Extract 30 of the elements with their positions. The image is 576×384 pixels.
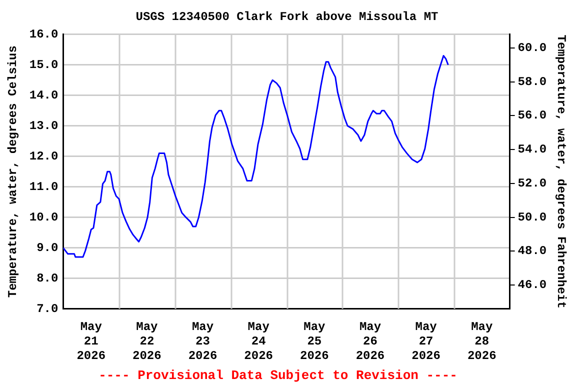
- y-tick-label: 15.0: [29, 58, 58, 72]
- y2-tick-label: 46.0: [518, 278, 547, 292]
- y-axis-title: Temperature, water, degrees Celsius: [6, 46, 20, 298]
- y2-tick-label: 54.0: [518, 142, 547, 157]
- y-tick-label: 12.0: [29, 149, 58, 164]
- x-tick-label: May 28 2026: [467, 320, 496, 363]
- y-tick-label: 10.0: [29, 210, 58, 224]
- y-tick-label: 8.0: [36, 271, 58, 286]
- x-tick-label: May 27 2026: [412, 320, 440, 363]
- y2-tick-label: 52.0: [518, 176, 547, 190]
- y-tick-label: 9.0: [36, 240, 58, 255]
- y2-tick-label: 48.0: [518, 244, 547, 258]
- y2-axis-title: Temperature, water, degrees Fahrenheit: [554, 34, 568, 308]
- y2-tick-label: 60.0: [518, 40, 547, 55]
- x-tick-label: May 23 2026: [188, 320, 218, 363]
- x-tick-label: May 22 2026: [132, 320, 162, 363]
- y2-tick-label: 50.0: [518, 210, 547, 224]
- x-tick-label: May 25 2026: [300, 320, 329, 363]
- x-tick-label: May 24 2026: [244, 320, 273, 363]
- x-tick-label: May 26 2026: [356, 320, 385, 363]
- y2-tick-label: 56.0: [518, 108, 547, 123]
- y-tick-label: 16.0: [29, 27, 58, 42]
- text: ---- Provisional Data Subject to Revision ----: [98, 368, 458, 383]
- x-tick-label: May 21 2026: [76, 320, 106, 363]
- y-tick-label: 13.0: [29, 118, 58, 133]
- chart-title: USGS 12340500 Clark Fork above Missoula MT: [136, 10, 438, 24]
- y-tick-label: 7.0: [36, 302, 58, 316]
- y-tick-label: 14.0: [29, 88, 58, 102]
- y-tick-label: 11.0: [29, 180, 58, 194]
- y2-tick-label: 58.0: [518, 74, 547, 89]
